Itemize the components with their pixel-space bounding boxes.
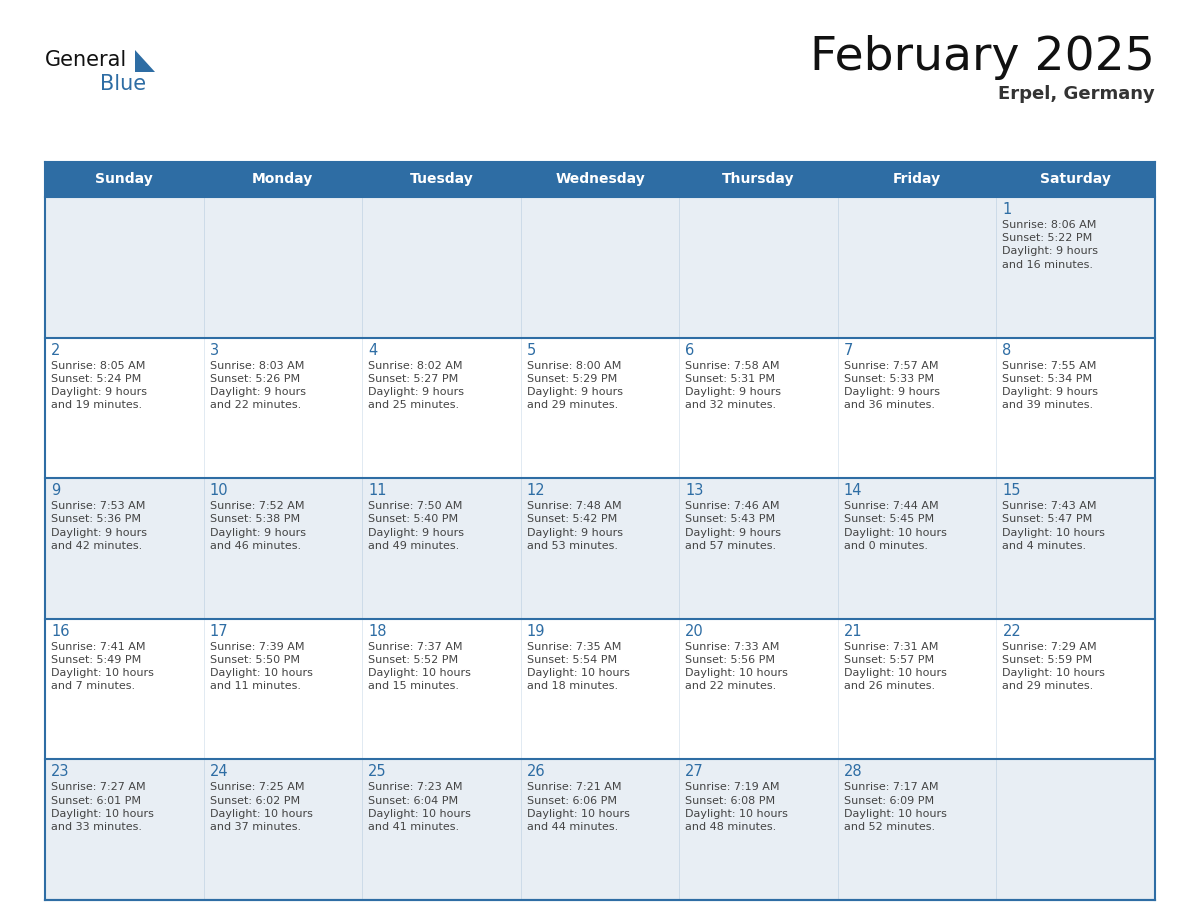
Text: Sunrise: 7:39 AM
Sunset: 5:50 PM
Daylight: 10 hours
and 11 minutes.: Sunrise: 7:39 AM Sunset: 5:50 PM Dayligh… [209, 642, 312, 691]
Text: February 2025: February 2025 [810, 35, 1155, 80]
Text: 19: 19 [526, 624, 545, 639]
Text: Tuesday: Tuesday [410, 173, 473, 186]
Text: Sunrise: 7:57 AM
Sunset: 5:33 PM
Daylight: 9 hours
and 36 minutes.: Sunrise: 7:57 AM Sunset: 5:33 PM Dayligh… [843, 361, 940, 410]
Text: Sunrise: 7:27 AM
Sunset: 6:01 PM
Daylight: 10 hours
and 33 minutes.: Sunrise: 7:27 AM Sunset: 6:01 PM Dayligh… [51, 782, 154, 832]
Text: 25: 25 [368, 765, 387, 779]
Text: 4: 4 [368, 342, 378, 358]
Text: Sunrise: 7:35 AM
Sunset: 5:54 PM
Daylight: 10 hours
and 18 minutes.: Sunrise: 7:35 AM Sunset: 5:54 PM Dayligh… [526, 642, 630, 691]
Text: Sunrise: 7:29 AM
Sunset: 5:59 PM
Daylight: 10 hours
and 29 minutes.: Sunrise: 7:29 AM Sunset: 5:59 PM Dayligh… [1003, 642, 1105, 691]
Text: Sunrise: 8:00 AM
Sunset: 5:29 PM
Daylight: 9 hours
and 29 minutes.: Sunrise: 8:00 AM Sunset: 5:29 PM Dayligh… [526, 361, 623, 410]
Polygon shape [135, 50, 154, 72]
Text: 17: 17 [209, 624, 228, 639]
Polygon shape [45, 197, 1155, 338]
Text: 23: 23 [51, 765, 70, 779]
Polygon shape [45, 759, 1155, 900]
Text: Blue: Blue [100, 74, 146, 94]
Text: 12: 12 [526, 483, 545, 498]
Text: Sunrise: 7:52 AM
Sunset: 5:38 PM
Daylight: 9 hours
and 46 minutes.: Sunrise: 7:52 AM Sunset: 5:38 PM Dayligh… [209, 501, 305, 551]
Text: 14: 14 [843, 483, 862, 498]
Text: Wednesday: Wednesday [555, 173, 645, 186]
Text: 28: 28 [843, 765, 862, 779]
Text: Sunrise: 7:31 AM
Sunset: 5:57 PM
Daylight: 10 hours
and 26 minutes.: Sunrise: 7:31 AM Sunset: 5:57 PM Dayligh… [843, 642, 947, 691]
Text: Sunrise: 8:03 AM
Sunset: 5:26 PM
Daylight: 9 hours
and 22 minutes.: Sunrise: 8:03 AM Sunset: 5:26 PM Dayligh… [209, 361, 305, 410]
Text: 18: 18 [368, 624, 386, 639]
Text: Saturday: Saturday [1041, 173, 1111, 186]
Text: Sunrise: 7:46 AM
Sunset: 5:43 PM
Daylight: 9 hours
and 57 minutes.: Sunrise: 7:46 AM Sunset: 5:43 PM Dayligh… [685, 501, 782, 551]
Text: 27: 27 [685, 765, 704, 779]
Text: Friday: Friday [893, 173, 941, 186]
Text: Sunrise: 8:06 AM
Sunset: 5:22 PM
Daylight: 9 hours
and 16 minutes.: Sunrise: 8:06 AM Sunset: 5:22 PM Dayligh… [1003, 220, 1099, 270]
Text: 24: 24 [209, 765, 228, 779]
Text: Erpel, Germany: Erpel, Germany [998, 85, 1155, 103]
Text: 11: 11 [368, 483, 386, 498]
Text: Sunrise: 7:33 AM
Sunset: 5:56 PM
Daylight: 10 hours
and 22 minutes.: Sunrise: 7:33 AM Sunset: 5:56 PM Dayligh… [685, 642, 788, 691]
Text: 1: 1 [1003, 202, 1012, 217]
Text: Sunrise: 7:53 AM
Sunset: 5:36 PM
Daylight: 9 hours
and 42 minutes.: Sunrise: 7:53 AM Sunset: 5:36 PM Dayligh… [51, 501, 147, 551]
Text: Sunrise: 7:25 AM
Sunset: 6:02 PM
Daylight: 10 hours
and 37 minutes.: Sunrise: 7:25 AM Sunset: 6:02 PM Dayligh… [209, 782, 312, 832]
Text: 26: 26 [526, 765, 545, 779]
Text: Monday: Monday [252, 173, 314, 186]
Text: 13: 13 [685, 483, 703, 498]
Text: Sunrise: 7:50 AM
Sunset: 5:40 PM
Daylight: 9 hours
and 49 minutes.: Sunrise: 7:50 AM Sunset: 5:40 PM Dayligh… [368, 501, 465, 551]
Text: Sunrise: 7:21 AM
Sunset: 6:06 PM
Daylight: 10 hours
and 44 minutes.: Sunrise: 7:21 AM Sunset: 6:06 PM Dayligh… [526, 782, 630, 832]
Text: Sunrise: 7:23 AM
Sunset: 6:04 PM
Daylight: 10 hours
and 41 minutes.: Sunrise: 7:23 AM Sunset: 6:04 PM Dayligh… [368, 782, 470, 832]
Text: 15: 15 [1003, 483, 1020, 498]
Text: 16: 16 [51, 624, 70, 639]
Text: Sunrise: 8:05 AM
Sunset: 5:24 PM
Daylight: 9 hours
and 19 minutes.: Sunrise: 8:05 AM Sunset: 5:24 PM Dayligh… [51, 361, 147, 410]
Text: Sunrise: 7:44 AM
Sunset: 5:45 PM
Daylight: 10 hours
and 0 minutes.: Sunrise: 7:44 AM Sunset: 5:45 PM Dayligh… [843, 501, 947, 551]
Text: Sunrise: 7:37 AM
Sunset: 5:52 PM
Daylight: 10 hours
and 15 minutes.: Sunrise: 7:37 AM Sunset: 5:52 PM Dayligh… [368, 642, 470, 691]
Polygon shape [45, 619, 1155, 759]
Text: 10: 10 [209, 483, 228, 498]
Text: 9: 9 [51, 483, 61, 498]
Text: Sunrise: 7:58 AM
Sunset: 5:31 PM
Daylight: 9 hours
and 32 minutes.: Sunrise: 7:58 AM Sunset: 5:31 PM Dayligh… [685, 361, 782, 410]
Text: 7: 7 [843, 342, 853, 358]
Text: Sunrise: 7:55 AM
Sunset: 5:34 PM
Daylight: 9 hours
and 39 minutes.: Sunrise: 7:55 AM Sunset: 5:34 PM Dayligh… [1003, 361, 1099, 410]
Text: 21: 21 [843, 624, 862, 639]
Text: Sunrise: 7:48 AM
Sunset: 5:42 PM
Daylight: 9 hours
and 53 minutes.: Sunrise: 7:48 AM Sunset: 5:42 PM Dayligh… [526, 501, 623, 551]
Text: Sunrise: 7:17 AM
Sunset: 6:09 PM
Daylight: 10 hours
and 52 minutes.: Sunrise: 7:17 AM Sunset: 6:09 PM Dayligh… [843, 782, 947, 832]
Text: Sunday: Sunday [95, 173, 153, 186]
Text: Sunrise: 7:43 AM
Sunset: 5:47 PM
Daylight: 10 hours
and 4 minutes.: Sunrise: 7:43 AM Sunset: 5:47 PM Dayligh… [1003, 501, 1105, 551]
Text: 22: 22 [1003, 624, 1022, 639]
Polygon shape [45, 338, 1155, 478]
Text: 8: 8 [1003, 342, 1012, 358]
Text: 2: 2 [51, 342, 61, 358]
Text: Sunrise: 8:02 AM
Sunset: 5:27 PM
Daylight: 9 hours
and 25 minutes.: Sunrise: 8:02 AM Sunset: 5:27 PM Dayligh… [368, 361, 465, 410]
Text: General: General [45, 50, 127, 70]
Polygon shape [45, 162, 1155, 197]
Text: 6: 6 [685, 342, 695, 358]
Text: 20: 20 [685, 624, 704, 639]
Text: 5: 5 [526, 342, 536, 358]
Text: Thursday: Thursday [722, 173, 795, 186]
Polygon shape [45, 478, 1155, 619]
Text: 3: 3 [209, 342, 219, 358]
Text: Sunrise: 7:19 AM
Sunset: 6:08 PM
Daylight: 10 hours
and 48 minutes.: Sunrise: 7:19 AM Sunset: 6:08 PM Dayligh… [685, 782, 788, 832]
Text: Sunrise: 7:41 AM
Sunset: 5:49 PM
Daylight: 10 hours
and 7 minutes.: Sunrise: 7:41 AM Sunset: 5:49 PM Dayligh… [51, 642, 154, 691]
